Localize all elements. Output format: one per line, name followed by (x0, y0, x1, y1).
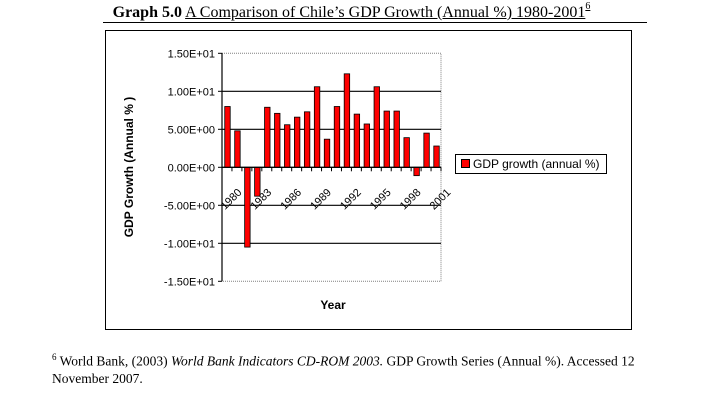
axes (218, 52, 442, 282)
bar-1992 (343, 73, 351, 168)
bar-1984 (264, 106, 271, 168)
y-tick-label: 5.00E+00 (168, 124, 215, 136)
bar-2000 (423, 132, 430, 168)
bar-1981 (234, 130, 241, 168)
footnote-text-after: GDP Growth Series (Annual %). Accessed 1… (52, 353, 635, 386)
footnote-source-title: World Bank Indicators CD-ROM 2003. (171, 353, 384, 369)
y-tick-label: 1.50E+01 (168, 48, 215, 60)
legend-swatch (461, 159, 470, 168)
x-tick-label: 1983 (248, 187, 274, 213)
x-tick-label: 1998 (398, 187, 424, 213)
bar-1986 (284, 124, 291, 168)
bar-1989 (313, 86, 321, 168)
footnote-text-before: World Bank, (2003) (56, 353, 172, 369)
y-axis-title: GDP Growth (Annual % ) (122, 97, 136, 237)
title-rule (103, 22, 647, 23)
bar-1993 (353, 113, 361, 168)
bar-1985 (274, 112, 281, 168)
graph-title: Graph 5.0 A Comparison of Chile’s GDP Gr… (0, 1, 703, 22)
legend-label: GDP growth (annual %) (473, 157, 600, 171)
x-tick-label: 1989 (308, 187, 334, 213)
x-tick-label: 1992 (338, 187, 364, 213)
bar-2001 (433, 145, 440, 168)
bar-1988 (303, 111, 311, 168)
bar-1997 (393, 110, 400, 168)
bar-1990 (323, 138, 331, 168)
y-tick-labels: 1.50E+01 1.00E+01 5.00E+00 0.00E+00 -5.00E+0… (164, 48, 215, 288)
graph-caption: A Comparison of Chile’s GDP Growth (Annu… (185, 4, 586, 21)
x-tick-label: 1986 (278, 187, 304, 213)
bar-1999 (413, 166, 420, 177)
y-tick-label: -1.50E+01 (164, 276, 215, 288)
y-tick-label: 1.00E+01 (168, 86, 215, 98)
y-tick-label: 0.00E+00 (168, 162, 215, 174)
graph-number: Graph 5.0 (112, 4, 182, 21)
bar-1996 (383, 110, 390, 168)
y-tick-label: -5.00E+00 (164, 200, 215, 212)
plot-area-border (222, 52, 442, 282)
bar-1995 (373, 86, 380, 168)
bar-1982 (244, 166, 251, 248)
bar-1998 (403, 137, 410, 168)
y-tick-label: -1.00E+01 (164, 238, 215, 250)
footnote: 6 World Bank, (2003) World Bank Indicato… (52, 349, 692, 387)
x-tick-label: 1995 (368, 187, 394, 213)
bar-1994 (363, 123, 370, 168)
bar-1987 (294, 116, 301, 168)
footnote-marker: 6 (52, 352, 57, 362)
chart-legend: GDP growth (annual %) (455, 154, 607, 174)
x-tick-labels: 1980 1983 1986 1989 1992 1995 1998 2001 (219, 187, 454, 213)
bar-1991 (333, 106, 341, 168)
chart-frame (105, 30, 632, 330)
footnote-reference: 6 (585, 1, 591, 12)
bar-1980 (224, 106, 231, 168)
x-axis-title: Year (320, 298, 346, 312)
bars (224, 73, 440, 248)
